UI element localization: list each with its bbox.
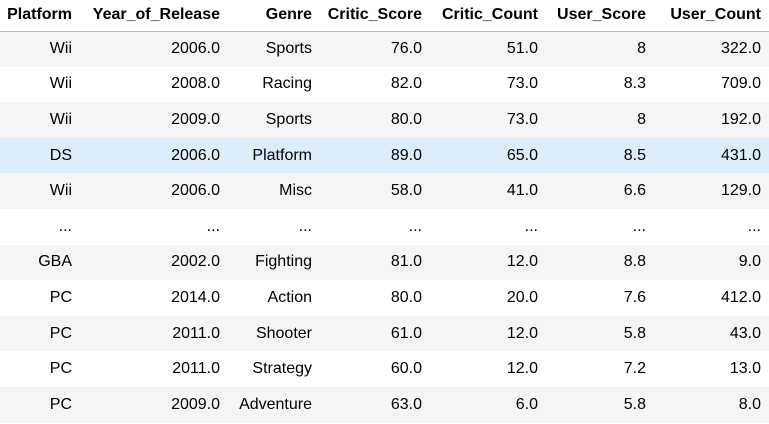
- cell-genre: Racing: [262, 75, 312, 93]
- table-row: Wii 2009.0 Sports 80.0 73.0 8 192.0: [0, 102, 769, 138]
- cell-critic-count: 73.0: [506, 75, 538, 93]
- cell-critic-count: 65.0: [506, 146, 538, 164]
- cell-user-score: 8.5: [623, 146, 646, 164]
- table-row: PC 2011.0 Shooter 61.0 12.0 5.8 43.0: [0, 315, 769, 352]
- header-row: Platform Year_of_Release Genre Critic_Sc…: [0, 0, 769, 31]
- cell-year-of-release: 2011.0: [172, 360, 220, 378]
- cell-year-of-release: 2011.0: [172, 324, 220, 342]
- column-header-user-count: User_Count: [670, 6, 761, 24]
- cell-critic-count: 51.0: [506, 40, 538, 58]
- cell-user-count: 322.0: [720, 40, 761, 58]
- cell-year-of-release: 2009.0: [171, 395, 220, 413]
- cell-critic-score: 61.0: [390, 324, 422, 342]
- cell-user-score: 8.3: [623, 75, 646, 93]
- cell-year-of-release: 2002.0: [171, 253, 220, 271]
- cell-user-count: 192.0: [720, 110, 761, 128]
- cell-critic-score: 89.0: [390, 146, 422, 164]
- cell-year-of-release: 2009.0: [171, 110, 220, 128]
- table-row: PC 2014.0 Action 80.0 20.0 7.6 412.0: [0, 280, 769, 316]
- cell-user-score: 7.2: [623, 360, 646, 378]
- cell-user-score: 8.8: [623, 253, 646, 271]
- cell-year-of-release: 2006.0: [171, 146, 220, 164]
- cell-critic-score: 76.0: [390, 40, 422, 58]
- table-row: Wii 2008.0 Racing 82.0 73.0 8.3 709.0: [0, 67, 769, 103]
- cell-platform: Wii: [49, 40, 72, 58]
- column-header-platform: Platform: [7, 6, 72, 24]
- column-header-genre: Genre: [265, 6, 312, 24]
- column-header-user-score: User_Score: [557, 6, 646, 24]
- cell-critic-count: 20.0: [506, 288, 538, 306]
- cell-critic-score: 63.0: [390, 395, 422, 413]
- column-header-critic-score: Critic_Score: [327, 6, 422, 24]
- cell-platform: PC: [49, 324, 72, 342]
- cell-user-count: 709.0: [720, 75, 761, 93]
- cell-critic-count: 41.0: [506, 182, 538, 200]
- column-header-year-of-release: Year_of_Release: [92, 6, 220, 24]
- cell-critic-score: 81.0: [390, 253, 422, 271]
- table-body: Wii 2006.0 Sports 76.0 51.0 8 322.0 Wii 2008.0 Ra…: [0, 31, 769, 423]
- cell-critic-score: 82.0: [390, 75, 422, 93]
- cell-platform: PC: [49, 360, 72, 378]
- cell-user-count: 43.0: [729, 324, 761, 342]
- cell-user-count: 129.0: [720, 182, 761, 200]
- cell-critic-score: 80.0: [390, 288, 422, 306]
- table-row: Wii 2006.0 Misc 58.0 41.0 6.6 129.0: [0, 173, 769, 209]
- cell-genre: Strategy: [252, 360, 312, 378]
- table-row: PC 2009.0 Adventure 63.0 6.0 5.8 8.0: [0, 386, 769, 423]
- cell-genre: Shooter: [255, 324, 312, 342]
- cell-user-count: 431.0: [720, 146, 761, 164]
- cell-critic-score: 60.0: [390, 360, 422, 378]
- cell-critic-score: ...: [408, 217, 422, 235]
- cell-user-count: 8.0: [738, 395, 761, 413]
- table-row: Wii 2006.0 Sports 76.0 51.0 8 322.0: [0, 31, 769, 67]
- cell-year-of-release: ...: [206, 217, 220, 235]
- cell-user-score: 6.6: [623, 182, 646, 200]
- cell-user-score: 7.6: [623, 288, 646, 306]
- cell-user-count: 412.0: [720, 288, 761, 306]
- cell-genre: Fighting: [255, 253, 312, 271]
- cell-genre: Sports: [265, 40, 312, 58]
- cell-critic-count: 12.0: [506, 360, 538, 378]
- cell-platform: DS: [49, 146, 72, 164]
- cell-genre: Adventure: [239, 395, 312, 413]
- cell-user-score: ...: [632, 217, 646, 235]
- cell-critic-count: 6.0: [515, 395, 538, 413]
- cell-critic-count: 12.0: [506, 253, 538, 271]
- cell-genre: Platform: [252, 146, 312, 164]
- table-row: GBA 2002.0 Fighting 81.0 12.0 8.8 9.0: [0, 244, 769, 281]
- cell-year-of-release: 2006.0: [171, 182, 220, 200]
- cell-platform: PC: [49, 288, 72, 306]
- cell-user-score: 8: [637, 40, 646, 58]
- cell-year-of-release: 2008.0: [171, 75, 220, 93]
- table-row: DS 2006.0 Platform 89.0 65.0 8.5 431.0: [0, 137, 769, 174]
- cell-critic-count: 12.0: [506, 324, 538, 342]
- cell-user-score: 5.8: [623, 324, 646, 342]
- column-header-critic-count: Critic_Count: [442, 6, 538, 24]
- cell-platform: Wii: [49, 75, 72, 93]
- cell-user-count: 9.0: [738, 253, 761, 271]
- cell-platform: Wii: [49, 182, 72, 200]
- table-row: .....................: [0, 209, 769, 245]
- cell-user-score: 8: [637, 110, 646, 128]
- cell-critic-score: 58.0: [390, 182, 422, 200]
- cell-critic-count: ...: [524, 217, 538, 235]
- cell-user-count: 13.0: [729, 360, 761, 378]
- table-header: Platform Year_of_Release Genre Critic_Sc…: [0, 0, 769, 31]
- cell-critic-count: 73.0: [506, 110, 538, 128]
- table-row: PC 2011.0 Strategy 60.0 12.0 7.2 13.0: [0, 351, 769, 387]
- cell-platform: Wii: [49, 110, 72, 128]
- cell-year-of-release: 2006.0: [171, 40, 220, 58]
- cell-year-of-release: 2014.0: [171, 288, 220, 306]
- cell-genre: Misc: [279, 182, 312, 200]
- cell-genre: Action: [267, 288, 312, 306]
- cell-platform: ...: [58, 217, 72, 235]
- cell-critic-score: 80.0: [390, 110, 422, 128]
- cell-platform: PC: [49, 395, 72, 413]
- cell-genre: Sports: [265, 110, 312, 128]
- cell-user-count: ...: [747, 217, 761, 235]
- cell-user-score: 5.8: [623, 395, 646, 413]
- cell-genre: ...: [298, 217, 312, 235]
- cell-platform: GBA: [38, 253, 72, 271]
